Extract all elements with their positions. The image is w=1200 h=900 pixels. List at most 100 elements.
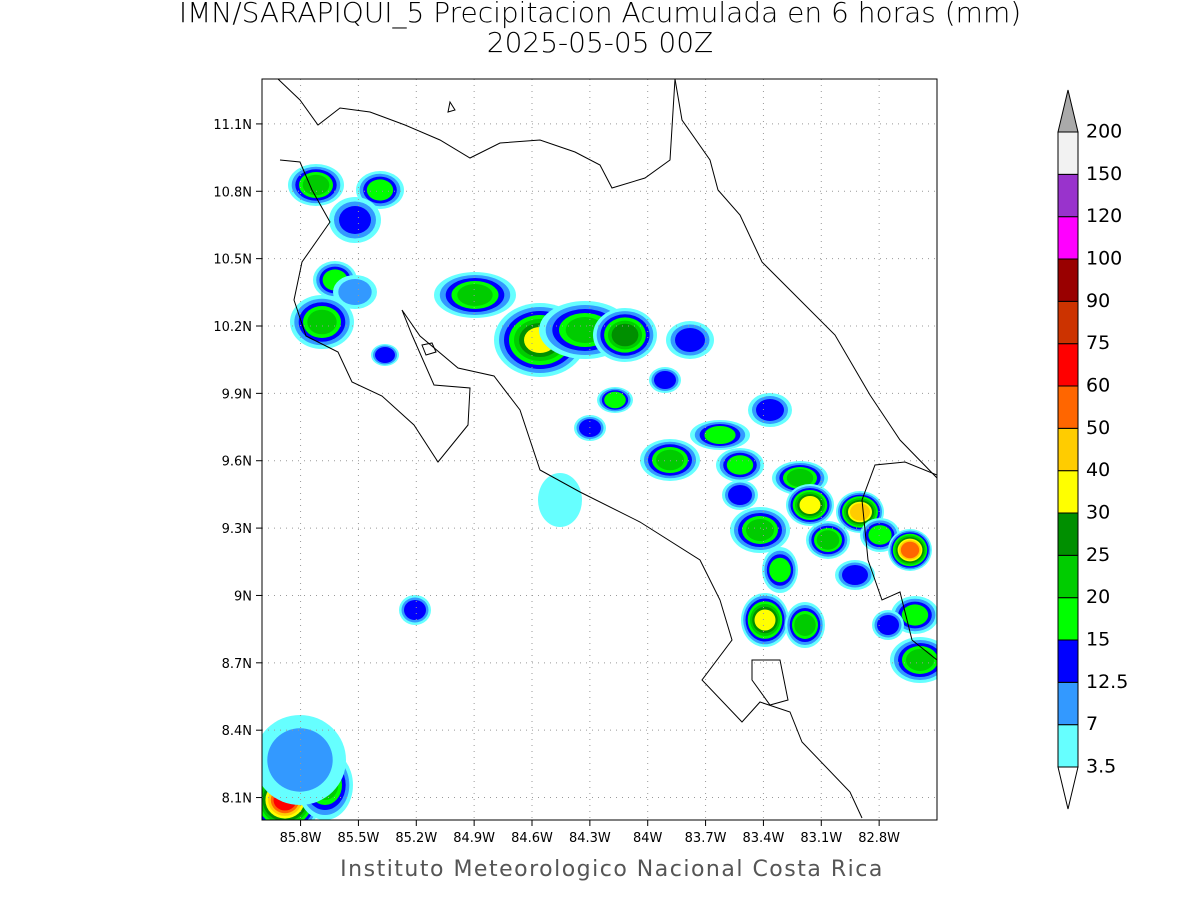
colorbar-swatch [1057, 343, 1079, 387]
colorbar-swatch [1057, 724, 1079, 768]
colorbar-label: 3.5 [1086, 756, 1116, 778]
colorbar-over [1057, 89, 1079, 133]
colorbar-label: 90 [1086, 290, 1110, 312]
colorbar-label: 50 [1086, 417, 1110, 439]
precip-cell [366, 179, 394, 201]
precip-cell [901, 604, 929, 626]
precip-cell [842, 565, 868, 585]
precip-cell [726, 455, 754, 475]
precip-cell [654, 371, 676, 389]
precip-cell [746, 519, 774, 541]
precip-cell [611, 323, 639, 347]
y-tick-label: 9N [234, 589, 252, 604]
y-tick-label: 9.6N [222, 455, 252, 470]
precip-cell [794, 614, 816, 636]
osa-peninsula [751, 659, 789, 706]
x-tick-label: 85.8W [280, 831, 322, 846]
island [421, 342, 437, 356]
map-title: IMN/SARAPIQUI_5 Precipitacion Acumulada … [179, 0, 1021, 30]
x-tick-label: 84W [633, 831, 663, 846]
colorbar-label: 20 [1086, 586, 1110, 608]
precip-cell [375, 347, 395, 363]
precip-cell [786, 469, 814, 487]
colorbar-label: 100 [1086, 248, 1122, 270]
precip-cell [302, 174, 330, 196]
precip-cell [457, 284, 493, 306]
colorbar-label: 30 [1086, 502, 1110, 524]
precip-cell [906, 649, 934, 671]
x-tick-label: 84.3W [569, 831, 611, 846]
precipitation-field [262, 164, 937, 820]
map-frame [261, 78, 938, 821]
colorbar-swatch [1057, 512, 1079, 556]
colorbar-swatch [1057, 470, 1079, 514]
precip-cell [728, 485, 752, 505]
precip-cell [799, 496, 821, 514]
colorbar-swatch [1057, 216, 1079, 260]
y-tick-label: 10.5N [213, 253, 252, 268]
y-tick-label: 9.3N [222, 522, 252, 537]
colorbar-label: 75 [1086, 332, 1110, 354]
y-tick-label: 10.2N [213, 320, 252, 335]
x-tick-label: 84.9W [453, 831, 495, 846]
precip-cell [339, 206, 371, 234]
colorbar-swatch [1057, 554, 1079, 599]
colorbar-swatch [1057, 385, 1079, 429]
x-tick-label: 83.1W [800, 831, 842, 846]
precip-cell [900, 541, 920, 559]
y-tick-label: 9.9N [222, 387, 252, 402]
precip-cell [338, 279, 372, 305]
colorbar-label: 40 [1086, 459, 1110, 481]
colorbar-label: 25 [1086, 544, 1110, 566]
y-tick-label: 11.1N [213, 118, 252, 133]
y-tick-label: 8.7N [222, 657, 252, 672]
colorbar-label: 12.5 [1086, 671, 1128, 693]
colorbar-swatch [1057, 300, 1079, 345]
precip-cell [704, 426, 736, 444]
x-tick-label: 84.6W [511, 831, 553, 846]
colorbar: 3.5 7 12.5 15 20 25 30 40 50 60 75 90 100 120 150 200 [1057, 89, 1128, 810]
colorbar-swatch [1057, 427, 1079, 472]
colorbar-swatch [1057, 681, 1079, 726]
precip-cell [816, 530, 840, 550]
y-tick-label: 8.4N [222, 724, 252, 739]
colorbar-label: 200 [1086, 121, 1122, 143]
coastlines [277, 79, 937, 819]
colorbar-label: 120 [1086, 205, 1122, 227]
precip-cell [754, 609, 776, 631]
pacific-coast [279, 159, 863, 819]
x-tick-label: 83.7W [685, 831, 727, 846]
map-subtitle: 2025-05-05 00Z [487, 26, 713, 59]
precip-cell [307, 309, 337, 335]
island [447, 100, 456, 113]
precip-cell [404, 600, 426, 620]
x-tick-label: 85.5W [338, 831, 380, 846]
precip-cell [850, 503, 870, 521]
colorbar-label: 60 [1086, 375, 1110, 397]
precip-cell [604, 391, 626, 409]
precip-cell [877, 615, 899, 635]
precip-cell [868, 525, 892, 545]
precip-cell [756, 399, 784, 421]
colorbar-label: 7 [1086, 713, 1098, 735]
map-footer: Instituto Meteorologico Nacional Costa R… [340, 857, 884, 882]
precip-cell [675, 328, 705, 352]
x-tick-label: 82.8W [858, 831, 900, 846]
lake-shore [277, 79, 676, 189]
x-tick-label: 85.2W [395, 831, 437, 846]
precip-cell [656, 449, 684, 471]
precip-cell [769, 557, 791, 583]
colorbar-label: 150 [1086, 163, 1122, 185]
colorbar-swatch [1057, 258, 1079, 302]
colorbar-swatch [1057, 131, 1079, 175]
precip-cell [579, 419, 601, 437]
colorbar-swatch [1057, 173, 1079, 218]
y-tick-label: 10.8N [213, 185, 252, 200]
y-tick-label: 8.1N [222, 792, 252, 807]
panama-border [861, 461, 937, 661]
colorbar-swatch [1057, 639, 1079, 683]
caribbean-coast [674, 79, 937, 479]
precip-cell [267, 728, 333, 792]
colorbar-label: 15 [1086, 629, 1110, 651]
